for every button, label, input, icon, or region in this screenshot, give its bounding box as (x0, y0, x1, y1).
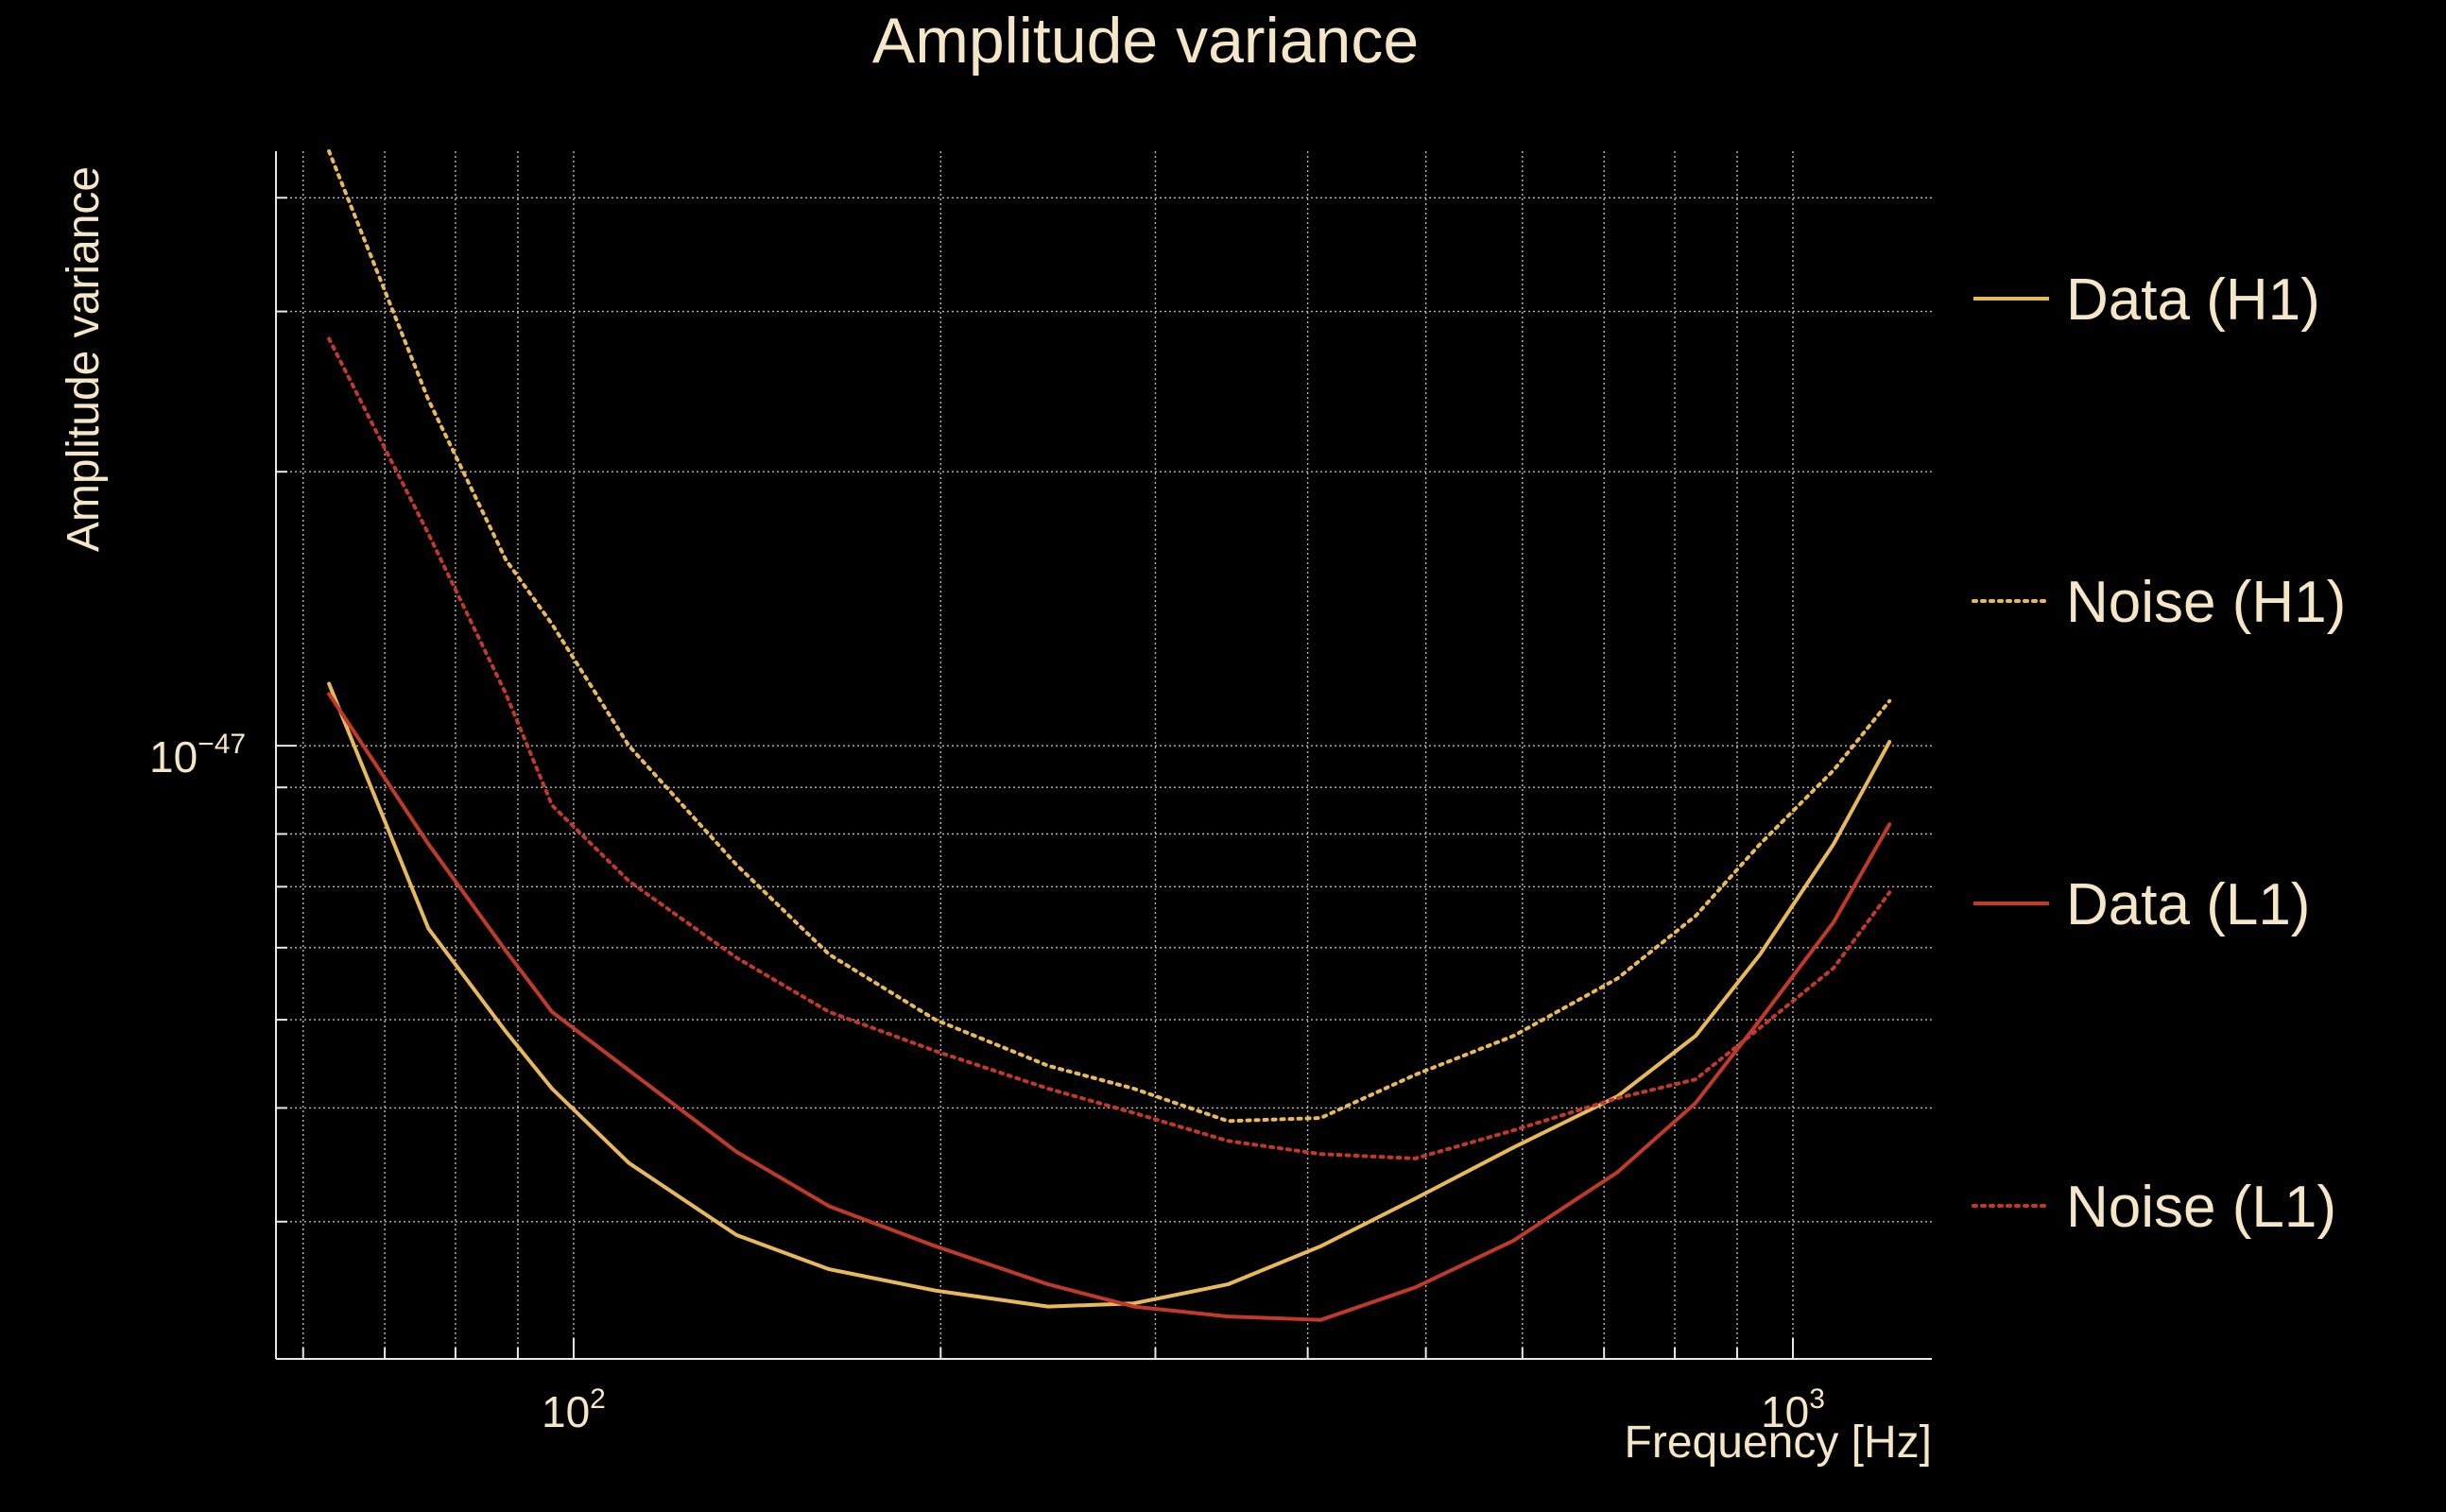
x-axis-label: Frequency [Hz] (1625, 1418, 1932, 1468)
y-axis-label: Amplitude variance (59, 166, 109, 552)
series-line-data-h1 (327, 681, 1892, 1309)
series-lines (327, 149, 1892, 1322)
legend-label-data-l1: Data (L1) (2066, 872, 2310, 937)
x-tick-label: 102 (542, 1383, 606, 1436)
chart-title: Amplitude variance (872, 5, 1419, 77)
legend-label-noise-l1: Noise (L1) (2066, 1175, 2336, 1240)
legend-label-data-h1: Data (H1) (2066, 267, 2320, 333)
x-tick-label: 103 (1761, 1383, 1825, 1436)
axes: 102 103 10−47 (149, 151, 1932, 1436)
series-line-data-l1 (327, 692, 1892, 1322)
y-tick-label: 10−47 (149, 729, 246, 782)
series-line-noise-l1 (327, 336, 1892, 1160)
legend: Data (H1) Noise (H1) Data (L1) Noise (L1) (1972, 267, 2346, 1240)
legend-label-noise-h1: Noise (H1) (2066, 570, 2346, 635)
series-line-noise-h1 (327, 149, 1892, 1124)
grid (276, 151, 1932, 1359)
